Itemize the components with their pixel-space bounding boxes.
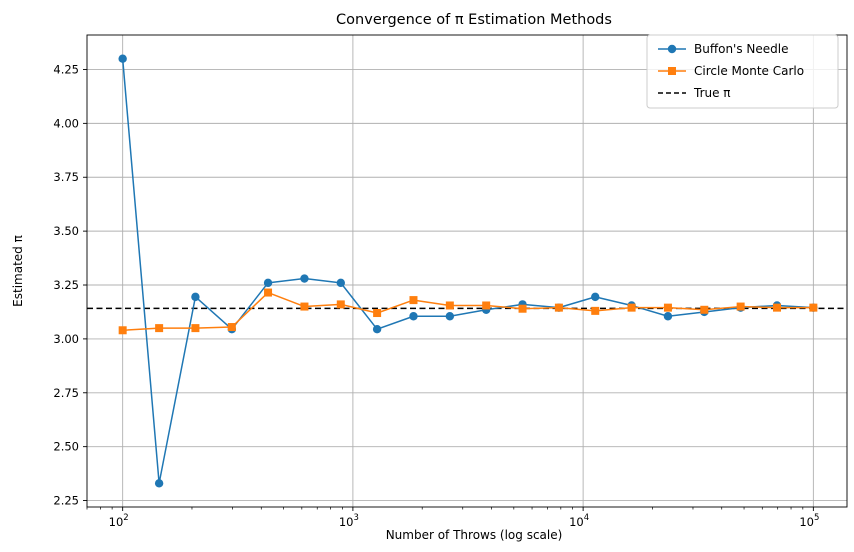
- x-tick-exponent: 3: [354, 513, 359, 523]
- data-point: [336, 300, 345, 309]
- data-point: [191, 292, 200, 302]
- data-point: [191, 324, 200, 333]
- y-tick-label: 2.75: [53, 386, 79, 400]
- x-tick-exponent: 2: [123, 513, 128, 523]
- grid: [87, 35, 847, 507]
- data-point: [409, 296, 418, 305]
- x-tick-label: 105: [799, 513, 819, 529]
- legend-label-buffon: Buffon's Needle: [694, 42, 789, 56]
- legend-box: [646, 34, 839, 109]
- series-line: [122, 291, 814, 332]
- plot-area-frame: [86, 34, 848, 508]
- x-tick-base: 10: [569, 515, 584, 529]
- data-point: [336, 278, 345, 288]
- data-point: [263, 278, 273, 288]
- legend-label-circle: Circle Monte Carlo: [694, 64, 804, 78]
- x-tick-base: 10: [109, 515, 124, 529]
- data-point: [445, 312, 455, 321]
- data-point: [154, 479, 164, 488]
- series-0: [118, 54, 818, 488]
- x-tick-exponent: 5: [814, 513, 819, 523]
- y-tick-label: 3.50: [53, 224, 79, 238]
- data-point: [554, 303, 563, 312]
- data-point: [591, 292, 600, 302]
- y-tick-label: 4.25: [53, 62, 79, 76]
- data-point: [773, 303, 782, 312]
- legend: Buffon's Needle Circle Monte Carlo True …: [646, 34, 839, 109]
- y-tick-label: 3.25: [53, 278, 79, 292]
- x-tick-label: 104: [569, 513, 589, 529]
- data-point: [482, 301, 491, 310]
- data-point: [300, 274, 309, 283]
- data-point: [663, 312, 673, 321]
- data-point: [700, 305, 709, 314]
- x-tick-label: 102: [109, 513, 129, 529]
- data-point: [591, 306, 600, 315]
- data-point: [518, 304, 527, 313]
- series-layer: [118, 54, 818, 488]
- legend-swatch-buffon-marker: [667, 44, 677, 54]
- x-tick-label: 103: [339, 513, 359, 529]
- y-tick-label: 3.00: [53, 332, 79, 346]
- legend-label-true-pi: True π: [693, 86, 731, 100]
- x-tick-base: 10: [339, 515, 354, 529]
- data-point: [264, 288, 273, 297]
- y-tick-label: 2.50: [53, 440, 79, 454]
- data-point: [372, 324, 382, 334]
- data-point: [809, 303, 818, 312]
- y-axis-label: Estimated π: [11, 235, 25, 307]
- chart-title: Convergence of π Estimation Methods: [336, 12, 612, 28]
- data-point: [373, 309, 382, 318]
- x-tick-exponent: 4: [584, 513, 589, 523]
- data-point: [409, 312, 418, 321]
- data-point: [118, 326, 127, 335]
- series-line: [121, 58, 814, 485]
- y-tick-label: 3.75: [53, 170, 79, 184]
- data-point: [300, 302, 309, 311]
- y-tick-label: 4.00: [53, 116, 79, 130]
- data-point: [663, 303, 672, 312]
- x-axis-label: Number of Throws (log scale): [386, 528, 563, 542]
- data-point: [627, 303, 636, 312]
- data-point: [445, 301, 454, 310]
- x-tick-base: 10: [799, 515, 814, 529]
- y-tick-label: 2.25: [53, 494, 79, 508]
- data-point: [155, 324, 164, 333]
- series-1: [118, 288, 818, 335]
- data-point: [736, 302, 745, 311]
- data-point: [227, 323, 236, 332]
- data-point: [118, 54, 127, 63]
- legend-swatch-circle-marker: [668, 67, 676, 75]
